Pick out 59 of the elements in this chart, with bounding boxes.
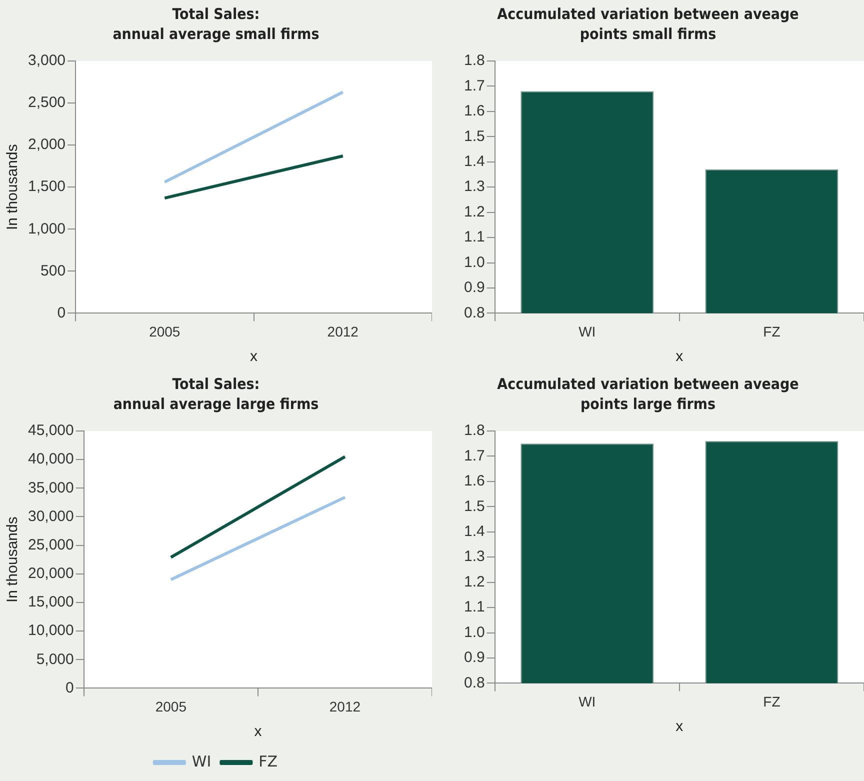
y-tick-label: 1.1 bbox=[464, 598, 485, 616]
x-tick-label: WI bbox=[578, 693, 596, 710]
x-tick-label: 2005 bbox=[155, 698, 187, 714]
y-tick-label: 1.4 bbox=[464, 153, 485, 170]
chart-title: Total Sales: annual average small firms bbox=[112, 4, 320, 45]
y-tick-label: 1.7 bbox=[464, 77, 485, 94]
x-axis-title: x bbox=[254, 723, 262, 740]
chart-title: Accumulated variation between aveage points large firms bbox=[496, 374, 800, 415]
chart-title: Total Sales: annual average large firms bbox=[112, 374, 320, 415]
y-tick-label: 1.8 bbox=[464, 52, 485, 70]
y-tick-label: 10,000 bbox=[28, 622, 74, 640]
chart-title: Accumulated variation between aveage points small firms bbox=[496, 4, 800, 45]
y-tick-label: 1.3 bbox=[464, 548, 485, 566]
y-tick-label: 1.5 bbox=[464, 128, 485, 145]
y-tick-label: 30,000 bbox=[28, 508, 74, 525]
y-axis-title: In thousands bbox=[4, 516, 22, 603]
y-tick-label: 1.1 bbox=[464, 228, 485, 246]
y-tick-label: 1.2 bbox=[464, 203, 485, 220]
y-tick-label: 0.9 bbox=[464, 649, 485, 666]
y-tick-label: 1.7 bbox=[464, 447, 485, 464]
x-tick-label: WI bbox=[578, 323, 596, 340]
x-axis-title: x bbox=[676, 348, 684, 366]
y-tick-label: 1,000 bbox=[28, 220, 66, 238]
x-axis-title: x bbox=[676, 718, 684, 736]
y-tick-label: 35,000 bbox=[28, 479, 74, 496]
y-tick-label: 3,000 bbox=[28, 52, 66, 70]
y-tick-label: 1.2 bbox=[464, 573, 485, 590]
y-axis-title: In thousands bbox=[4, 144, 22, 230]
legend-label: FZ bbox=[258, 752, 278, 770]
y-tick-label: 0.8 bbox=[464, 674, 485, 692]
x-tick-label: 2012 bbox=[329, 698, 361, 714]
y-tick-label: 500 bbox=[40, 262, 66, 280]
y-tick-label: 2,000 bbox=[28, 136, 66, 154]
y-tick-label: 5,000 bbox=[36, 650, 74, 668]
y-tick-label: 1.6 bbox=[464, 102, 485, 120]
y-tick-label: 1,500 bbox=[28, 178, 66, 196]
y-tick-label: 2,500 bbox=[28, 94, 66, 112]
y-tick-label: 45,000 bbox=[28, 422, 74, 440]
y-tick-label: 25,000 bbox=[28, 536, 74, 554]
y-tick-label: 0.8 bbox=[464, 304, 485, 322]
x-tick-label: 2012 bbox=[327, 323, 359, 340]
y-tick-label: 1.0 bbox=[464, 624, 485, 641]
y-tick-label: 1.6 bbox=[464, 472, 485, 490]
y-tick-label: 15,000 bbox=[28, 594, 74, 611]
y-tick-label: 1.5 bbox=[464, 498, 485, 515]
x-tick-label: FZ bbox=[763, 323, 781, 340]
y-tick-label: 0 bbox=[57, 304, 66, 322]
x-tick-label: 2005 bbox=[149, 323, 180, 340]
y-tick-label: 1.3 bbox=[464, 178, 485, 196]
legend-label: WI bbox=[192, 752, 212, 770]
y-tick-label: 1.4 bbox=[464, 523, 485, 540]
x-axis-title: x bbox=[250, 348, 258, 366]
y-tick-label: 20,000 bbox=[28, 565, 74, 582]
y-tick-label: 1.0 bbox=[464, 254, 485, 271]
y-tick-label: 0.9 bbox=[464, 279, 485, 296]
y-tick-label: 40,000 bbox=[28, 450, 74, 468]
x-tick-label: FZ bbox=[763, 693, 781, 710]
y-tick-label: 0 bbox=[66, 679, 74, 696]
y-tick-label: 1.8 bbox=[464, 422, 485, 440]
